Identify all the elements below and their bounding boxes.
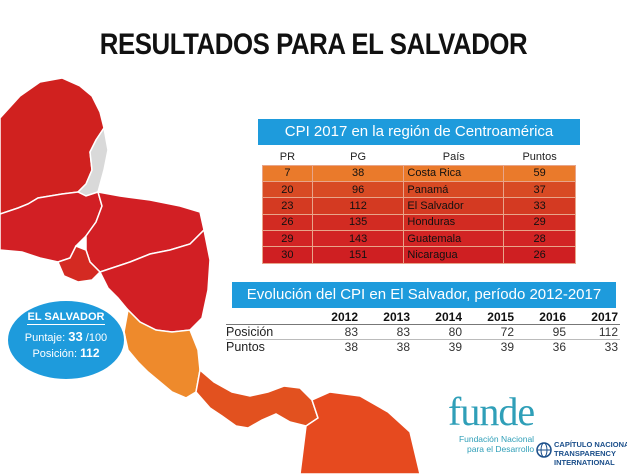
badge-position-label: Posición: (32, 348, 78, 360)
cell-points: 36 (552, 340, 566, 354)
column-header-year: 2016 (516, 310, 568, 325)
badge-score: Puntaje: 33 /100 (8, 329, 124, 344)
column-header-year: 2014 (412, 310, 464, 325)
table-row: 30 151 Nicaragua 26 (262, 246, 576, 264)
cell-country: Panamá (403, 180, 505, 199)
cell-pr: 20 (262, 180, 313, 199)
map-nicaragua (98, 228, 211, 333)
table-row: 20 96 Panamá 37 (262, 180, 576, 199)
cell-country: El Salvador (403, 197, 505, 215)
cell-pr: 26 (262, 213, 313, 232)
evolution-table-heading: Evolución del CPI en El Salvador, períod… (232, 282, 616, 308)
el-salvador-badge: EL SALVADOR Puntaje: 33 /100 Posición: 1… (6, 299, 126, 381)
regional-table-heading: CPI 2017 en la región de Centroamérica (258, 119, 580, 145)
cell-pg: 135 (311, 213, 405, 232)
table-row: 7 38 Costa Rica 59 (262, 164, 576, 182)
map-colombia (299, 391, 421, 474)
cell-pg: 112 (311, 197, 405, 215)
badge-country-name: EL SALVADOR (27, 311, 105, 325)
column-header-year: 2012 (308, 310, 360, 325)
evolution-cpi-table: 2012 2013 2014 2015 2016 2017 Posición 8… (226, 310, 620, 354)
cell-points: 38 (396, 340, 410, 354)
cell-pg: 38 (311, 164, 405, 182)
cell-country: Nicaragua (403, 246, 505, 264)
cell-country: Honduras (403, 213, 505, 232)
regional-cpi-table: PR PG País Puntos 7 38 Costa Rica 59 20 … (262, 150, 576, 264)
table-header-row: 2012 2013 2014 2015 2016 2017 (226, 310, 620, 325)
cell-pr: 23 (262, 197, 313, 215)
column-header-points: Puntos (522, 151, 557, 164)
table-row-points: Puntos 38 38 39 39 36 33 (226, 340, 620, 354)
page-title: RESULTADOS PARA EL SALVADOR (99, 28, 528, 61)
cell-points: 26 (503, 246, 576, 264)
column-header-year: 2017 (568, 310, 620, 325)
column-header-year: 2013 (360, 310, 412, 325)
cell-position: 112 (568, 324, 620, 340)
cell-country: Costa Rica (403, 164, 505, 182)
ti-logo-line-2: TRANSPARENCY (554, 449, 616, 458)
cell-points: 59 (503, 164, 576, 182)
column-header-blank (226, 310, 308, 325)
badge-score-max: /100 (85, 332, 108, 344)
table-header-row: PR PG País Puntos (263, 150, 576, 165)
badge-score-value: 33 (68, 329, 83, 344)
ti-logo-line-3: INTERNATIONAL (554, 458, 615, 467)
cell-pr: 29 (262, 230, 313, 248)
funde-logo-word: funde (448, 389, 535, 434)
cell-pg: 143 (311, 230, 405, 248)
cell-pg: 151 (311, 246, 405, 264)
map-costa-rica (123, 308, 201, 399)
cell-points: 37 (503, 180, 576, 199)
cell-pr: 30 (262, 246, 313, 264)
funde-logo-subtitle-1: Fundación Nacional (458, 434, 535, 444)
column-header-country: País (442, 151, 465, 164)
badge-score-label: Puntaje: (24, 332, 66, 344)
cell-position: 72 (464, 324, 516, 340)
column-header-pg: PG (350, 151, 367, 164)
cell-position: 80 (412, 324, 464, 340)
table-row: 29 143 Guatemala 28 (262, 230, 576, 248)
column-header-pr: PR (279, 151, 296, 164)
cell-country: Guatemala (403, 230, 505, 248)
row-label-points: Puntos (226, 340, 265, 354)
cell-points: 29 (503, 213, 576, 232)
cell-position: 83 (308, 324, 360, 340)
map-el-salvador (56, 245, 102, 283)
cell-pr: 7 (262, 164, 313, 182)
table-row-position: Posición 83 83 80 72 95 112 (226, 324, 620, 340)
funde-logo: funde Fundación Nacional para el Desarro… (448, 389, 535, 455)
row-label-position: Posición (226, 324, 308, 340)
table-row: 23 112 El Salvador 33 (262, 197, 576, 215)
cell-points: 33 (503, 197, 576, 215)
cell-points: 28 (503, 230, 576, 248)
table-row: 26 135 Honduras 29 (262, 213, 576, 232)
ti-logo-line-1: CAPÍTULO NACIONAL (554, 440, 627, 449)
cell-points: 39 (448, 340, 462, 354)
cell-points: 39 (500, 340, 514, 354)
badge-position-value: 112 (80, 346, 100, 360)
map-panama (195, 368, 319, 429)
cell-position: 95 (516, 324, 568, 340)
globe-icon (536, 442, 552, 458)
cell-pg: 96 (311, 180, 405, 199)
cell-points: 33 (604, 340, 618, 354)
funde-logo-subtitle-2: para el Desarrollo (466, 444, 535, 454)
cell-points: 38 (344, 340, 358, 354)
badge-position: Posición: 112 (8, 346, 124, 360)
cell-position: 83 (360, 324, 412, 340)
column-header-year: 2015 (464, 310, 516, 325)
